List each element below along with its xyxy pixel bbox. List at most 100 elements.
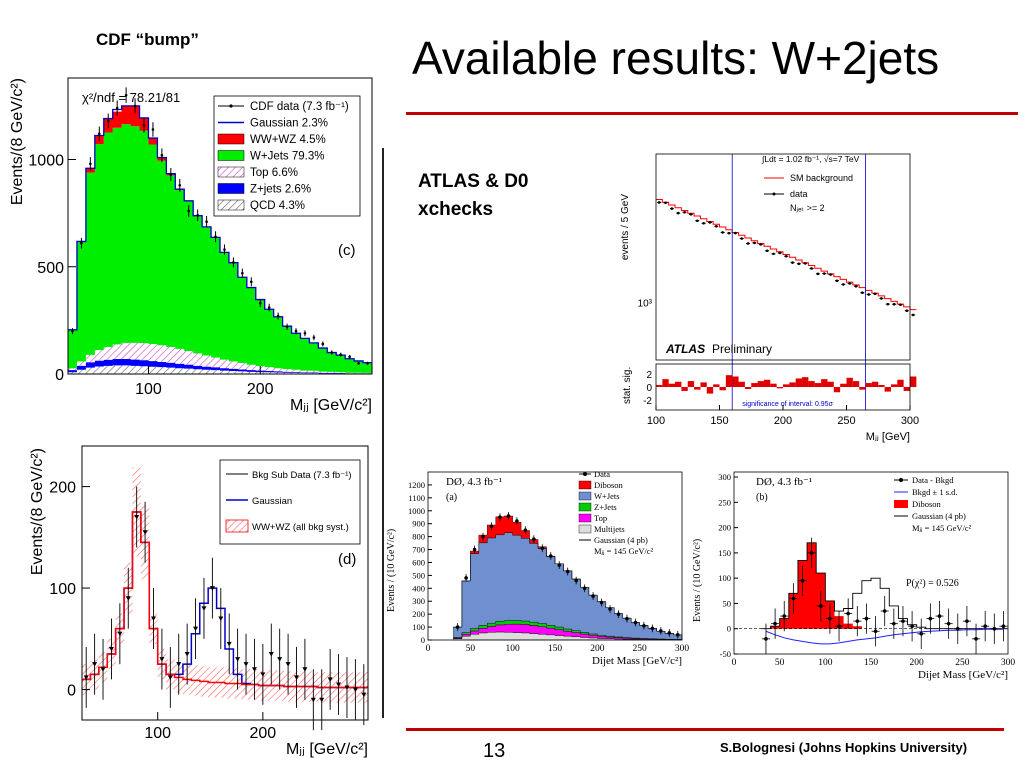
diboson-area — [761, 542, 1008, 629]
data-point — [159, 657, 165, 662]
ww-wz-line — [82, 511, 368, 689]
cdf-plot-c: 100 200 0 500 1000 Mⱼⱼ [GeV/c²] Events/(8 GeV/… — [9, 77, 373, 414]
data-point — [835, 279, 839, 283]
cdf-bump-label: CDF “bump” — [96, 30, 199, 49]
data-point — [828, 616, 832, 621]
data-point — [670, 207, 674, 210]
cdf-plot-d-content: 100 200 0 100 200 Mⱼⱼ [GeV/c²] Events/(8 GeV/c… — [29, 445, 369, 758]
x-tick-label: 50 — [466, 644, 476, 654]
data-point — [848, 282, 851, 285]
y-tick-label: 700 — [412, 545, 425, 555]
x-tick-label: 300 — [1001, 658, 1016, 668]
y-axis-label: Events/(8 GeV/c²) — [29, 448, 46, 575]
ratio-bar — [681, 387, 688, 391]
ratio-bar — [744, 387, 752, 389]
ratio-bar — [668, 383, 676, 387]
d0-plot-b: 0 50 100 150 200 250 300-50050100150200250300D… — [692, 471, 1016, 681]
data-point — [196, 213, 199, 217]
y-tick-label: 300 — [718, 472, 731, 482]
y-tick-label: 600 — [412, 557, 425, 567]
atlas-d0-label: ATLAS & D0 xchecks — [418, 168, 528, 224]
title-underline — [406, 112, 1018, 115]
data-point — [842, 283, 845, 286]
frame — [67, 77, 373, 375]
data-point — [548, 554, 553, 558]
data-point — [955, 626, 960, 631]
data-point — [193, 626, 199, 632]
page-number: 13 — [483, 740, 506, 762]
ratio-bar — [884, 387, 891, 392]
frame — [733, 471, 1009, 655]
d0-plot-a: 0 50 100 150 200 250 300 0 100 200 300 400 500 600 700… — [386, 469, 690, 667]
y-tick-label: 1000 — [28, 153, 64, 170]
gaussian-mass-note: Mⱼⱼ = 145 GeV/c² — [912, 523, 972, 533]
x-tick-label: 200 — [250, 725, 277, 742]
legend-swatch — [578, 491, 592, 501]
y-tick-label: 1100 — [408, 493, 425, 503]
data-point — [251, 667, 257, 672]
ratio-bar — [833, 387, 841, 393]
y-tick-label: 500 — [37, 260, 64, 277]
y-axis-label: Events/(8 GeV/c²) — [9, 78, 26, 205]
data-point — [167, 675, 173, 680]
y-tick-label: 400 — [412, 583, 425, 593]
data-point — [498, 515, 502, 520]
data-point — [818, 604, 823, 608]
data-point — [464, 576, 468, 580]
data-point — [675, 633, 680, 637]
y-tick-label: 500 — [412, 570, 425, 580]
slide-title: Available results: W+2jets — [412, 32, 940, 84]
data-point — [294, 329, 298, 333]
data-point — [310, 697, 316, 703]
data-point — [625, 616, 629, 621]
legend-sm-label: SM background — [790, 173, 853, 183]
data-point — [905, 309, 909, 312]
data-point — [784, 254, 788, 258]
x-tick-label: 300 — [675, 644, 690, 654]
data-point — [582, 586, 587, 591]
legend-data-label: Bkg Sub Data (7.3 fb⁻¹) — [252, 470, 352, 481]
data-point — [344, 685, 350, 691]
x-tick-label: 100 — [506, 644, 521, 654]
atlas-brand: ATLAS — [665, 342, 705, 356]
legend-gauss-label: Gaussian (4 pb) — [912, 511, 966, 521]
data-point — [855, 619, 860, 623]
ratio-bar — [859, 387, 866, 390]
y-tick-label: 10³ — [638, 299, 653, 310]
main-frame — [655, 153, 911, 361]
x-tick-label: 200 — [247, 381, 274, 398]
legend-diboson-label: Diboson — [912, 499, 942, 509]
data-point — [285, 662, 291, 667]
legend-swatch — [578, 480, 592, 490]
legend-data-label: Data - Bkgd — [912, 475, 954, 485]
data-point — [608, 607, 612, 611]
data-point — [708, 221, 712, 224]
ratio-bar — [757, 381, 764, 387]
data-point — [151, 616, 156, 622]
legend-ww-swatch — [225, 519, 249, 533]
data-point — [481, 534, 485, 539]
data-point — [791, 596, 796, 601]
data-point — [800, 578, 805, 583]
data-point — [892, 302, 896, 306]
y-axis-label: Events / (10 GeV/c²) — [386, 529, 397, 612]
data-point — [873, 629, 878, 634]
data-point — [657, 201, 661, 204]
njet-label: Nⱼₑₜ >= 2 — [790, 203, 825, 213]
data-point — [348, 355, 351, 359]
data-point — [178, 183, 182, 187]
data-point — [83, 675, 89, 680]
legend-label: Multijets — [594, 524, 625, 534]
y-tick-label: 0 — [55, 367, 64, 384]
legend-label: Gaussian (4 pb) — [594, 535, 648, 545]
data-point — [599, 600, 604, 605]
ratio-tick-label: 0 — [646, 383, 652, 394]
data-point — [633, 620, 638, 625]
x-axis-label: Mⱼⱼ [GeV/c²] — [286, 741, 368, 758]
data-point — [133, 104, 137, 108]
syst-band — [82, 467, 368, 703]
data-point — [142, 530, 148, 535]
x-tick-label: 150 — [864, 658, 879, 668]
ratio-bar — [662, 379, 669, 387]
data-point — [946, 621, 951, 626]
